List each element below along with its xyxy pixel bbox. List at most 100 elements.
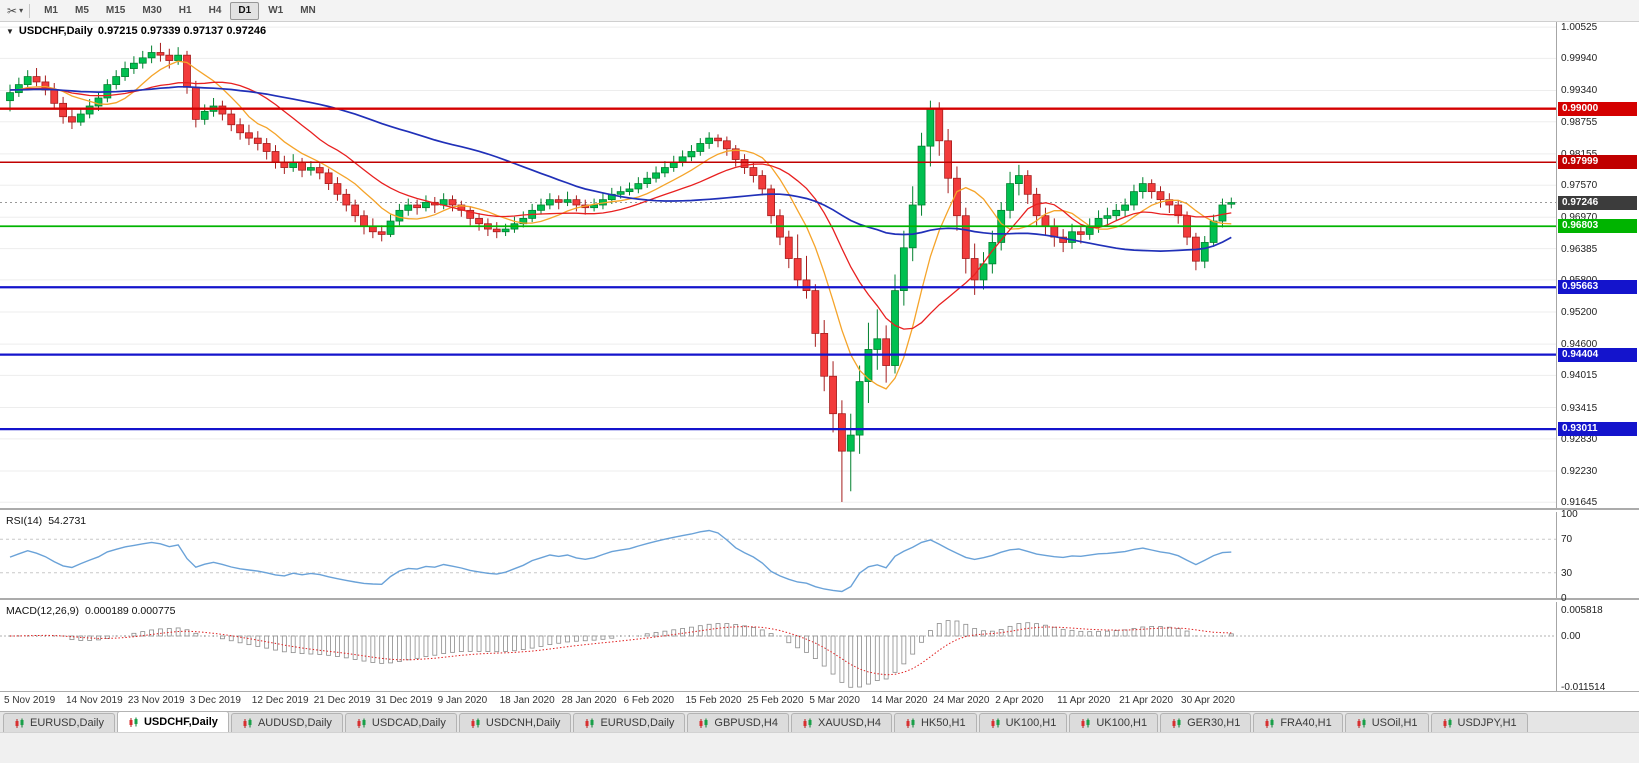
price-tick-label: 0.91645 (1561, 497, 1598, 509)
rsi-value: 54.2731 (48, 515, 87, 527)
date-axis-label: 31 Dec 2019 (375, 695, 433, 706)
tab-chart-icon (1265, 718, 1274, 728)
tab-label: GBPUSD,H4 (714, 717, 778, 729)
date-axis-label: 21 Apr 2020 (1119, 695, 1174, 706)
chart-tab-ger30-h1[interactable]: GER30,H1 (1160, 713, 1252, 732)
macd-scale-label: 0.005818 (1561, 605, 1603, 617)
price-line-label: 0.96803 (1558, 219, 1637, 234)
scissors-icon[interactable]: ✂ (7, 3, 18, 18)
timeframe-button-d1[interactable]: D1 (230, 1, 260, 20)
tab-label: USDJPY,H1 (1457, 717, 1517, 729)
tab-label: EURUSD,Daily (600, 717, 675, 729)
timeframe-toolbar: ✂ ▾ M1 M5 M15 M30 H1 H4 D1 W1 MN (0, 0, 1639, 22)
chart-tab-eurusd-daily[interactable]: EURUSD,Daily (3, 713, 115, 732)
rsi-scale-label: 70 (1561, 534, 1573, 546)
tab-chart-icon (699, 718, 708, 728)
chart-tab-uk100-h1[interactable]: UK100,H1 (978, 713, 1068, 732)
timeframe-button-h1[interactable]: H1 (178, 4, 192, 16)
chart-workspace: ▼ USDCHF,Daily 0.97215 0.97339 0.97137 0… (0, 22, 1639, 711)
rsi-canvas[interactable] (0, 512, 1556, 600)
chart-tab-usdcnh-daily[interactable]: USDCNH,Daily (458, 713, 572, 732)
tab-chart-icon (991, 718, 1000, 728)
price-axis[interactable]: 1.00525 0.99940 0.99340 0.98755 0.98155 0.975… (1556, 22, 1639, 508)
date-axis-label: 5 Nov 2019 (4, 695, 56, 706)
macd-canvas[interactable] (0, 602, 1556, 692)
chart-tab-hk50-h1[interactable]: HK50,H1 (893, 713, 977, 732)
timeframe-button-m5[interactable]: M5 (74, 4, 89, 16)
tab-chart-icon (129, 717, 138, 727)
macd-axis[interactable]: 0.005818 0.00 -0.011514 (1556, 602, 1639, 694)
current-price-label: 0.97246 (1558, 195, 1637, 210)
tab-label: AUDUSD,Daily (257, 717, 332, 729)
timeframe-button-m30[interactable]: M30 (142, 4, 162, 16)
price-tick-label: 0.96385 (1561, 243, 1598, 255)
tab-chart-icon (357, 718, 366, 728)
tab-chart-icon (1081, 718, 1090, 728)
chart-tab-usdjpy-h1[interactable]: USDJPY,H1 (1430, 713, 1528, 732)
timeframe-button-w1[interactable]: W1 (268, 4, 284, 16)
timeframe-button-mn[interactable]: MN (300, 4, 316, 16)
tab-chart-icon (471, 718, 480, 728)
rsi-scale-label: 0 (1561, 593, 1567, 604)
toolbar-divider (29, 3, 31, 18)
tab-chart-icon (1357, 718, 1366, 728)
date-axis-label: 12 Dec 2019 (251, 695, 309, 706)
timeframe-button-group: M1 M5 M15 M30 H1 H4 D1 W1 MN (36, 1, 324, 20)
price-line-label: 0.99000 (1558, 101, 1637, 116)
chart-tab-usdchf-daily[interactable]: USDCHF,Daily (116, 711, 229, 732)
timeframe-button-m15[interactable]: M15 (105, 4, 126, 16)
status-strip (0, 732, 1639, 763)
date-axis-label: 30 Apr 2020 (1181, 695, 1235, 706)
tab-chart-icon (1172, 718, 1181, 728)
chart-tab-usoil-h1[interactable]: USOil,H1 (1344, 713, 1429, 732)
price-tick-label: 0.93415 (1561, 402, 1598, 414)
tab-label: GER30,H1 (1187, 717, 1241, 729)
chart-tab-gbpusd-h4[interactable]: GBPUSD,H4 (687, 713, 789, 732)
rsi-name: RSI(14) (6, 515, 43, 527)
chart-menu-icon[interactable]: ▼ (6, 26, 14, 36)
price-tick-label: 0.92230 (1561, 465, 1598, 477)
macd-scale-label: -0.011514 (1561, 682, 1606, 694)
tab-label: XAUUSD,H4 (817, 717, 881, 729)
chart-tab-eurusd-daily[interactable]: EURUSD,Daily (573, 713, 686, 732)
price-tick-label: 0.94600 (1561, 339, 1598, 351)
timeframe-button-h4[interactable]: H4 (208, 4, 222, 16)
price-tick-label: 0.97570 (1561, 180, 1598, 192)
price-chart-canvas[interactable] (0, 22, 1556, 510)
tab-label: EURUSD,Daily (30, 717, 104, 729)
date-axis-label: 23 Nov 2019 (127, 695, 185, 706)
date-axis-label: 15 Feb 2020 (685, 695, 742, 706)
chart-tab-fra40-h1[interactable]: FRA40,H1 (1253, 713, 1343, 732)
tab-label: USDCNH,Daily (485, 717, 561, 729)
caret-down-icon[interactable]: ▾ (19, 6, 24, 15)
price-line-label: 0.97999 (1558, 155, 1637, 170)
date-axis-label: 6 Feb 2020 (623, 695, 675, 706)
price-tick-label: 0.94015 (1561, 370, 1598, 382)
chart-tab-uk100-h1[interactable]: UK100,H1 (1069, 713, 1159, 732)
timeframe-button-m1[interactable]: M1 (44, 4, 58, 16)
date-axis-label: 21 Dec 2019 (313, 695, 371, 706)
price-tick-label: 0.92830 (1561, 433, 1598, 445)
time-axis[interactable]: 5 Nov 2019 14 Nov 2019 23 Nov 2019 3 Dec 20… (0, 693, 1639, 711)
tab-label: HK50,H1 (920, 717, 966, 729)
macd-panel: MACD(12,26,9) 0.000189 0.000775 0.005818… (0, 602, 1639, 694)
chart-tabs-bar: EURUSD,Daily USDCHF,Daily AUDUSD,Daily USDC… (0, 711, 1639, 732)
chart-tab-usdcad-daily[interactable]: USDCAD,Daily (344, 713, 457, 732)
chart-ohlc-quote: 0.97215 0.97339 0.97137 0.97246 (97, 25, 267, 37)
date-axis-label: 14 Nov 2019 (65, 695, 123, 706)
chart-tab-audusd-daily[interactable]: AUDUSD,Daily (230, 713, 343, 732)
rsi-panel: RSI(14) 54.2731 100 70 30 0 (0, 509, 1639, 604)
price-line-label: 0.93011 (1558, 422, 1637, 437)
tab-chart-icon (15, 718, 24, 728)
tab-label: USOil,H1 (1371, 717, 1418, 729)
chart-title: ▼ USDCHF,Daily 0.97215 0.97339 0.97137 0… (6, 25, 266, 37)
date-axis-label: 5 Mar 2020 (809, 695, 860, 706)
price-tick-label: 0.99340 (1561, 85, 1598, 97)
tab-chart-icon (243, 718, 252, 728)
rsi-axis[interactable]: 100 70 30 0 (1556, 509, 1639, 604)
price-tick-label: 0.99940 (1561, 53, 1598, 65)
tab-chart-icon (585, 718, 594, 728)
macd-name: MACD(12,26,9) (6, 605, 79, 617)
chart-tab-xauusd-h4[interactable]: XAUUSD,H4 (790, 713, 892, 732)
